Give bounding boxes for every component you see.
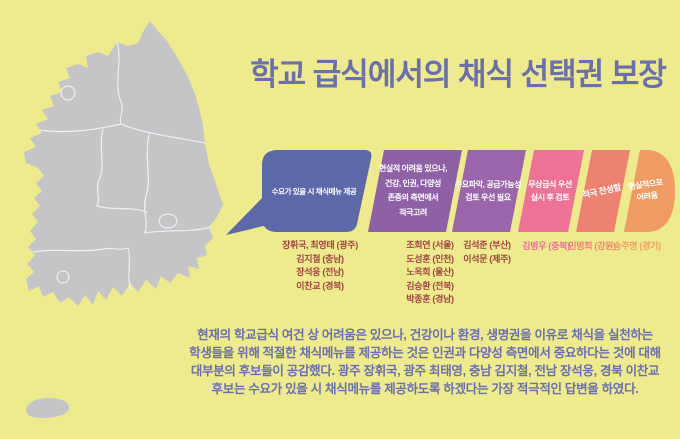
endorser-name: 박종훈 (경남) <box>406 294 454 304</box>
endorser-name: 노옥희 (울산) <box>406 267 454 277</box>
endorser-name: 김석준 (부산) <box>463 240 511 250</box>
endorser-column-2: 조희연 (서울) 도성훈 (인천) 노옥희 (울산) 김승환 (전북) 박종훈 … <box>360 239 500 307</box>
endorser-column-3: 김석준 (부산) 이석문 (제주) <box>437 239 537 266</box>
step-shape-4 <box>518 150 584 232</box>
speech-bubble-tail <box>226 197 272 235</box>
step-label-6: 현실적으로 어려움 <box>627 177 663 203</box>
step-shape-6 <box>624 150 675 232</box>
endorser-name: 이찬교 (경북) <box>296 280 344 291</box>
endorser-name: 도성훈 (인천) <box>406 253 454 264</box>
korea-mainland <box>24 21 223 306</box>
step-shape-2 <box>368 150 462 232</box>
endorser-column-6: 송주명 (경기) <box>589 240 680 254</box>
endorser-name: 김지철 (충남) <box>296 253 344 264</box>
step-label-3: 수요파악, 공급가능성 검토 우선 필요 <box>454 180 522 202</box>
endorser-name: 김승환 (전북) <box>406 280 454 291</box>
endorser-column-4: 김병우 (충북) <box>498 240 594 254</box>
endorser-column-5: 민병희 (강원) <box>544 240 640 254</box>
step-shape-1 <box>262 150 372 232</box>
south-korea-map <box>24 21 223 418</box>
endorser-name: 송주명 (경기) <box>613 241 661 251</box>
step-label-1: 수요가 있을 시 채식메뉴 제공 <box>271 186 357 196</box>
endorser-name: 민병희 (강원) <box>568 241 616 251</box>
province-borders <box>32 41 212 291</box>
endorser-name: 조희연 (서울) <box>406 240 454 250</box>
endorser-name: 장휘국, 최영태 (광주) <box>282 240 358 250</box>
step-shape-3 <box>452 150 526 232</box>
endorser-name: 이석문 (제주) <box>463 253 511 264</box>
step-shape-5 <box>576 150 630 232</box>
endorser-name: 장석웅 (전남) <box>296 267 344 277</box>
step-label-4: 무상급식 우선 실시 후 검토 <box>528 180 572 202</box>
step-label-2: 현실적 어려움 있으나, 건강, 인권, 다양성 존중의 측면에서 적극고려 <box>378 164 448 217</box>
endorser-column-1: 장휘국, 최영태 (광주) 김지철 (충남) 장석웅 (전남) 이찬교 (경북) <box>240 239 400 293</box>
summary-paragraph: 현재의 학교급식 여건 상 어려움은 있으나, 건강이나 환경, 생명권을 이유… <box>189 328 661 396</box>
jeju-island <box>25 397 70 418</box>
page-title: 학교 급식에서의 채식 선택권 보장 <box>250 57 667 92</box>
endorser-name: 김병우 (충북) <box>522 241 570 251</box>
